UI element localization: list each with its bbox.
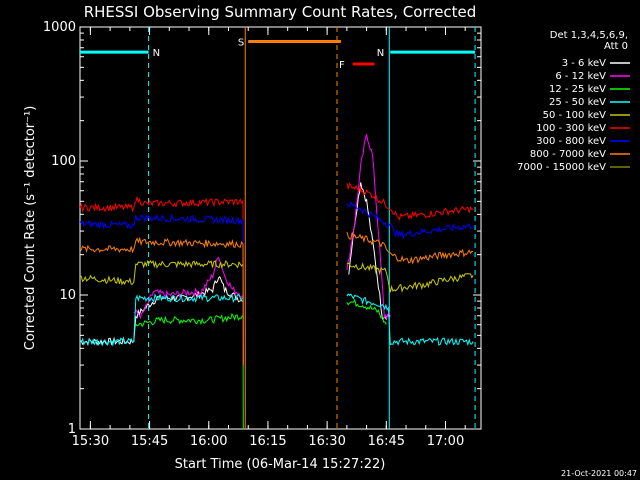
x-tick-label: 15:30: [72, 434, 109, 449]
legend-entry-label: 100 - 300 keV: [536, 123, 606, 134]
flag-label: N: [153, 48, 160, 59]
legend-entry-label: 25 - 50 keV: [549, 97, 606, 108]
series-line: [79, 231, 474, 366]
legend: Det 1,3,4,5,6,9,Att 0 3 - 6 keV 6 - 12 keV…: [517, 30, 630, 173]
x-tick-label: 16:45: [368, 434, 405, 449]
chart-title: RHESSI Observing Summary Count Rates, Co…: [84, 3, 477, 21]
series-line: [135, 298, 387, 430]
series-line: [79, 292, 474, 366]
flag-label: N: [377, 48, 384, 59]
legend-entry-label: 7000 - 15000 keV: [517, 162, 606, 173]
legend-entry-label: 300 - 800 keV: [536, 136, 606, 147]
flag-label: S: [238, 37, 244, 48]
plot-frame: [79, 26, 482, 430]
legend-entry-label: 50 - 100 keV: [543, 110, 607, 121]
x-axis-label: Start Time (06-Mar-14 15:27:22): [175, 457, 386, 472]
y-tick-label: 100: [51, 154, 76, 169]
x-tick-label: 17:00: [427, 434, 464, 449]
x-tick-label: 15:45: [131, 434, 168, 449]
y-tick-label: 1000: [43, 20, 76, 35]
x-tick-label: 16:30: [308, 434, 345, 449]
legend-header: Att 0: [604, 41, 628, 52]
footer-date: 21-Oct-2021 00:47: [561, 469, 637, 478]
plot-area: 1 10 100 1000 15:30 15:45 16:00 16:15 16:30 16:45…: [43, 20, 482, 449]
legend-entry-label: 12 - 25 keV: [549, 84, 606, 95]
legend-entry-label: 3 - 6 keV: [562, 58, 606, 69]
x-tick-label: 16:00: [190, 434, 227, 449]
series-line: [79, 259, 474, 366]
legend-header: Det 1,3,4,5,6,9,: [550, 30, 628, 41]
legend-entry-label: 6 - 12 keV: [555, 71, 606, 82]
x-tick-label: 16:15: [249, 434, 286, 449]
y-axis-label: Corrected Count Rate (s⁻¹ detector⁻¹): [23, 106, 38, 351]
y-tick-label: 10: [59, 288, 76, 303]
series-line: [79, 182, 474, 366]
legend-entry-label: 800 - 7000 keV: [530, 149, 606, 160]
series-line: [133, 134, 391, 320]
flag-label: F: [339, 60, 345, 71]
series-line: [79, 200, 474, 366]
y-tick-label: 1: [68, 422, 76, 437]
